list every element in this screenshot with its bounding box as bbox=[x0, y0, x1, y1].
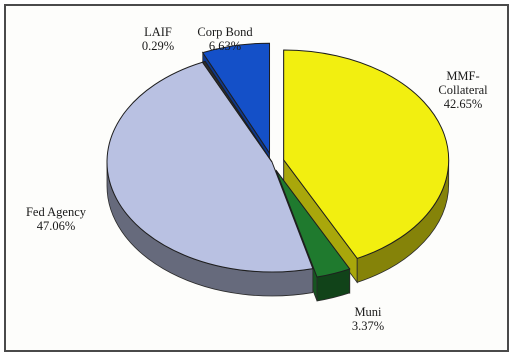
slice-corp-bond bbox=[201, 42, 271, 155]
slice-fed-agency bbox=[106, 61, 314, 273]
label-name-line: Collateral bbox=[438, 83, 488, 97]
slice-laif bbox=[201, 60, 273, 163]
label-name-line: MMF- bbox=[446, 69, 480, 83]
slice-mmf-collateral bbox=[283, 49, 450, 260]
label-name-line: LAIF bbox=[144, 25, 172, 39]
label-name-line: Corp Bond bbox=[197, 25, 253, 39]
label-name-line: Fed Agency bbox=[25, 205, 87, 219]
label-mmf-collateral: MMF- Collateral 42.65% bbox=[438, 69, 487, 111]
label-corp-bond: Corp Bond 6.63% bbox=[197, 25, 252, 53]
label-laif: LAIF 0.29% bbox=[142, 25, 174, 53]
label-value: 0.29% bbox=[141, 39, 175, 53]
label-value: 47.06% bbox=[36, 219, 76, 233]
label-name-line: Muni bbox=[354, 305, 382, 319]
label-fed-agency: Fed Agency 47.06% bbox=[26, 205, 86, 233]
slice-muni bbox=[275, 170, 351, 278]
label-value: 42.65% bbox=[443, 97, 483, 111]
label-value: 3.37% bbox=[351, 319, 385, 333]
label-value: 6.63% bbox=[208, 39, 242, 53]
label-muni: Muni 3.37% bbox=[352, 305, 384, 333]
